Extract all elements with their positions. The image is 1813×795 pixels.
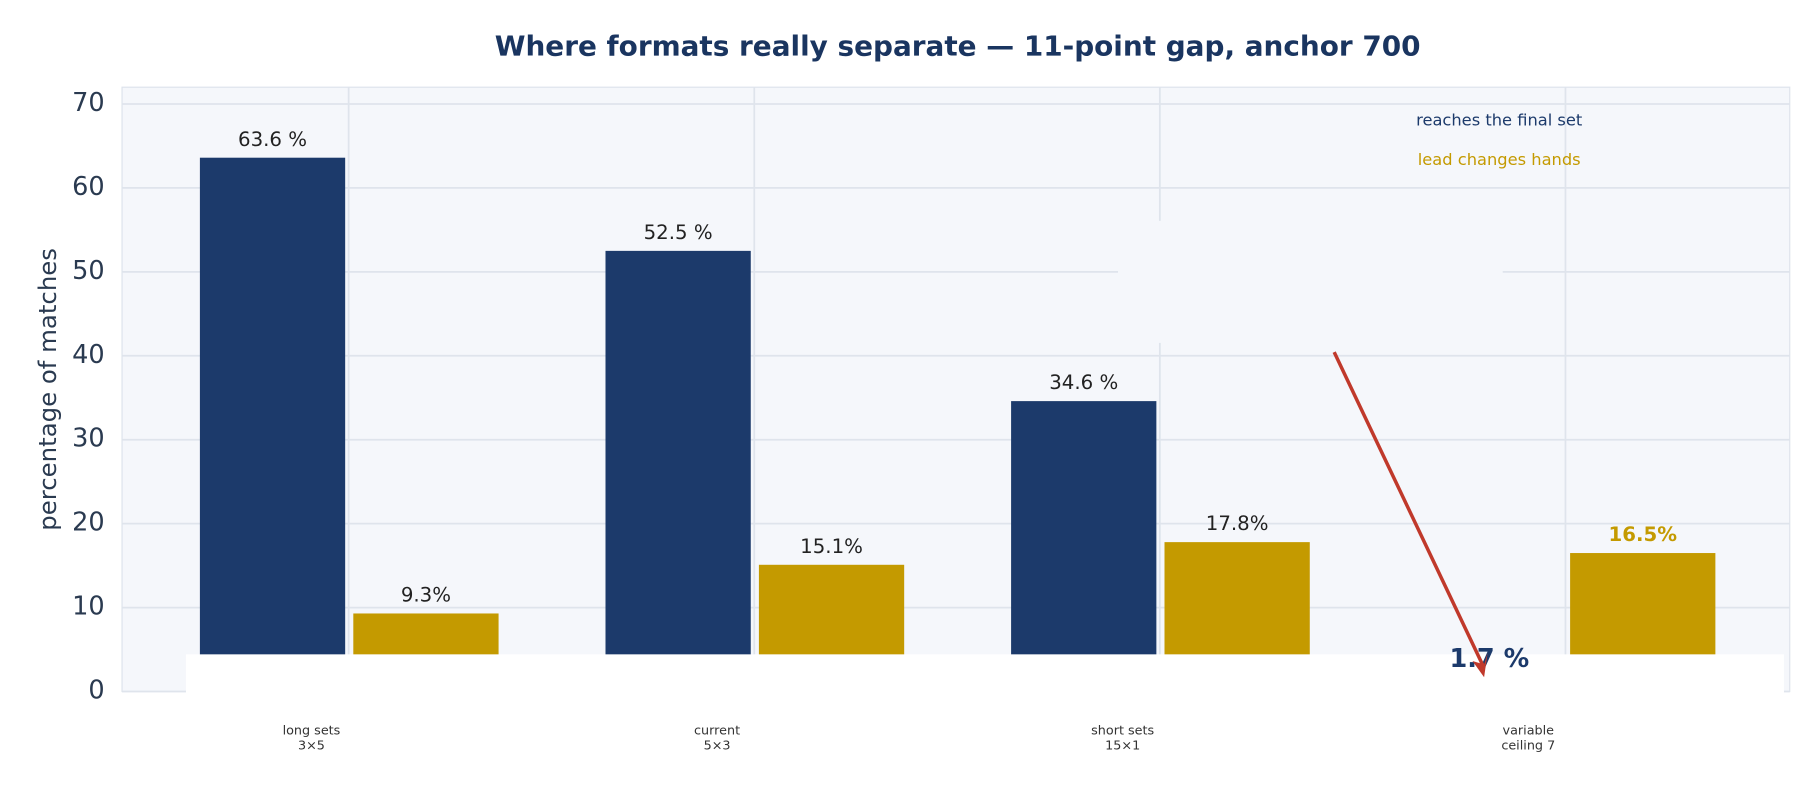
bar (1011, 401, 1157, 692)
x-tick-label: ceiling 7 (1501, 739, 1555, 754)
data-label: 63.6 % (238, 128, 307, 151)
y-tick-label: 0 (88, 676, 104, 706)
x-tick-label: 5×3 (704, 739, 731, 754)
plot-area (121, 86, 1791, 693)
x-tick-label: 15×1 (1105, 739, 1140, 754)
legend-label: lead changes hands (1418, 150, 1581, 169)
y-tick-label: 40 (72, 340, 105, 370)
bar (199, 157, 346, 692)
data-label: 16.5% (1608, 523, 1677, 546)
x-tick-label: current (694, 724, 740, 739)
x-tick-label: variable (1503, 724, 1555, 739)
y-tick-label: 10 (72, 592, 105, 622)
x-tick-label: 3×5 (298, 739, 325, 754)
bar (605, 250, 751, 692)
data-label: 9.3% (401, 584, 451, 607)
data-label: 15.1% (800, 535, 863, 558)
arrow-head (1472, 652, 1488, 678)
x-tick-label: long sets (283, 724, 341, 739)
x-tick-label: short sets (1091, 724, 1154, 739)
y-tick-label: 50 (72, 256, 105, 286)
annotation-box (1118, 220, 1503, 343)
data-label: 34.6 % (1049, 371, 1118, 394)
annotation-arrow (1332, 351, 1486, 669)
data-label: 52.5 % (644, 221, 713, 244)
data-label: 1.7 % (1449, 644, 1529, 674)
data-label: 17.8% (1206, 512, 1269, 535)
chart-title: Where formats really separate — 11-point… (495, 30, 1421, 63)
y-tick-label: 20 (72, 508, 105, 538)
mask-strip (185, 654, 1784, 694)
y-axis-label: percentage of matches (33, 248, 62, 531)
y-tick-label: 60 (72, 172, 105, 202)
y-tick-label: 30 (72, 424, 105, 454)
y-tick-label: 70 (72, 88, 105, 118)
legend-label: reaches the final set (1416, 110, 1582, 129)
